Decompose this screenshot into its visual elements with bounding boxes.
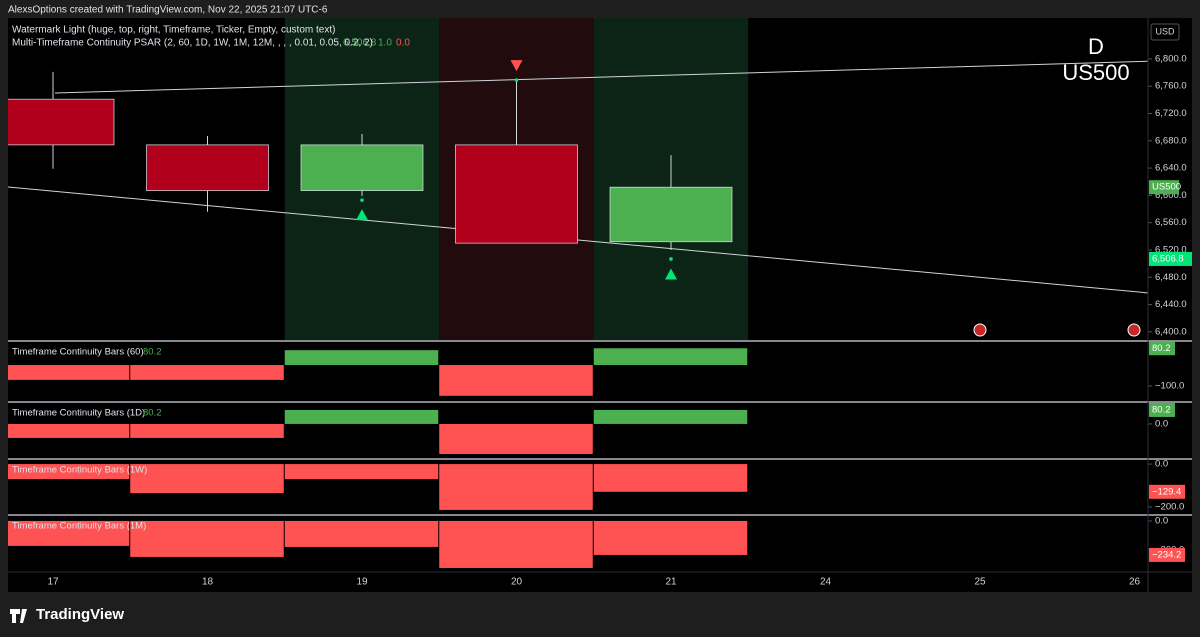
price-tag [1149, 547, 1185, 562]
legend-value: 1.0 [378, 38, 392, 49]
y-tick-label: 6,800.0 [1155, 53, 1187, 64]
y-tick-label: 6,720.0 [1155, 108, 1187, 119]
y-tick-label: −100.0 [1155, 380, 1184, 391]
y-tick-label: 0.0 [1155, 418, 1168, 429]
price-tag [1149, 180, 1179, 195]
plot [8, 18, 1148, 568]
x-tick-label: 19 [356, 577, 368, 588]
price-tag-label: −234.2 [1152, 549, 1181, 560]
psar-dot [669, 257, 673, 261]
event-icon[interactable] [1127, 323, 1141, 337]
continuity-bar [284, 464, 439, 480]
watermark: D [1088, 34, 1104, 59]
x-tick-label: 20 [511, 577, 523, 588]
legend-value: 80.2 [143, 408, 162, 419]
overlay: 17 18 19 20 21 24 25 26 6,400.0 6,440.0 6,480.0 6,5… [8, 38, 1192, 588]
x-tick-label: 17 [47, 577, 59, 588]
pane-title: Timeframe Continuity Bars (60) [12, 347, 144, 358]
continuity-bar [284, 520, 439, 547]
indicator-legend: Multi-Timeframe Continuity PSAR (2, 60, … [12, 38, 373, 49]
x-tick-label: 18 [202, 577, 214, 588]
continuity-bar [593, 464, 748, 492]
event-icon[interactable] [973, 323, 987, 337]
continuity-bar [284, 409, 439, 424]
candle-body [455, 144, 578, 244]
y-tick-label: 6,440.0 [1155, 299, 1187, 310]
price-tag-label: −129.4 [1152, 486, 1181, 497]
legend-value: 0.0 [396, 38, 410, 49]
y-tick-label: −200.0 [1155, 501, 1184, 512]
psar-dot [360, 198, 364, 202]
continuity-bar [284, 350, 439, 366]
candle-body [609, 186, 733, 243]
x-tick-label: 25 [974, 577, 986, 588]
y-tick-label: 6,640.0 [1155, 163, 1187, 174]
y-tick-label: 6,560.0 [1155, 217, 1187, 228]
signal-marker [356, 209, 368, 221]
y-tick-label: 6,520.0 [1155, 244, 1187, 255]
psar-dot [514, 78, 519, 82]
continuity-bar [130, 423, 284, 438]
legend-value: 6,506.8 [343, 38, 377, 49]
signal-marker [665, 268, 677, 280]
price-tag [1149, 341, 1175, 356]
caption: AlexsOptions created with TradingView.co… [8, 5, 328, 16]
y-tick-label: 0.0 [1155, 515, 1168, 526]
currency-box [1150, 23, 1180, 41]
y-tick-label: 6,680.0 [1155, 135, 1187, 146]
watermark: US500 [1062, 60, 1129, 85]
brand: TradingView [36, 606, 124, 623]
continuity-bar [593, 409, 748, 424]
logo-icon [10, 609, 27, 623]
y-tick-label: 6,600.0 [1155, 190, 1187, 201]
price-tag-label: 80.2 [1152, 404, 1171, 415]
continuity-bar [439, 365, 593, 396]
x-tick-label: 24 [820, 577, 832, 588]
x-tick-label: 26 [1129, 577, 1141, 588]
y-tick-label: 6,760.0 [1155, 81, 1187, 92]
pane-title: Timeframe Continuity Bars (1M) [12, 521, 146, 532]
price-tag [1149, 484, 1185, 499]
continuity-bar [439, 464, 593, 510]
continuity-bar [439, 520, 593, 568]
currency: USD [1155, 26, 1175, 36]
trend-line [8, 186, 1148, 294]
price-tag [1149, 402, 1175, 417]
candle-body [146, 144, 269, 191]
continuity-bar [130, 520, 284, 557]
continuity-bar [8, 365, 130, 380]
y-tick-label: 0.0 [1155, 459, 1168, 470]
trend-line [54, 60, 1148, 94]
continuity-bar [8, 464, 130, 480]
y-tick-label: 6,400.0 [1155, 326, 1187, 337]
price-tag-label: 6,506.8 [1152, 253, 1184, 264]
signal-marker [510, 60, 523, 72]
candle-body [300, 144, 424, 191]
legend-value: 80.2 [143, 347, 162, 358]
continuity-bar [439, 423, 593, 454]
continuity-bar [8, 520, 130, 546]
continuity-bar [130, 365, 284, 380]
continuity-bar [593, 348, 748, 366]
pane-title: Timeframe Continuity Bars (1D) [12, 408, 145, 419]
continuity-bar [593, 520, 748, 555]
price-tag-label: US500 [1152, 182, 1181, 193]
price-tag-label: 80.2 [1152, 343, 1171, 354]
continuity-bar [8, 423, 130, 438]
y-tick-label: 6,480.0 [1155, 272, 1187, 283]
continuity-bar [130, 464, 284, 493]
x-tick-label: 21 [665, 577, 677, 588]
indicator-legend: Watermark Light (huge, top, right, Timef… [12, 25, 335, 36]
pane-title: Timeframe Continuity Bars (1W) [12, 465, 147, 476]
candle-body [8, 98, 115, 146]
price-tag [1149, 251, 1192, 266]
